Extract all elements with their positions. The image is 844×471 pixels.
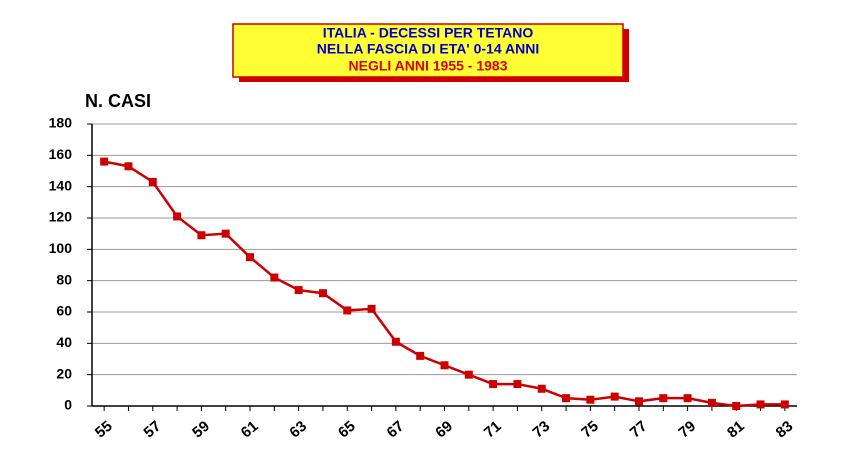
point-marker	[732, 402, 741, 410]
y-tick-label: 40	[56, 334, 72, 350]
y-tick-label: 140	[49, 177, 73, 193]
point-marker	[294, 286, 303, 295]
title-box	[232, 23, 624, 78]
x-tick-label: 55	[92, 418, 116, 442]
point-marker	[610, 392, 619, 401]
y-tick-label: 0	[64, 397, 72, 413]
point-marker	[707, 398, 716, 407]
x-tick-label: 73	[530, 418, 554, 442]
point-marker	[586, 395, 595, 404]
point-marker	[100, 157, 109, 166]
point-marker	[489, 380, 498, 389]
data-line	[103, 160, 785, 408]
x-tick-label: 69	[432, 418, 456, 442]
point-marker	[464, 370, 473, 379]
y-axis-label: N. CASI	[85, 91, 151, 111]
point-marker	[416, 351, 425, 360]
y-tick-label: 20	[56, 365, 72, 381]
y-tick-label: 60	[56, 303, 72, 319]
y-tick-label: 180	[49, 115, 73, 131]
point-marker	[440, 361, 449, 370]
point-marker	[148, 177, 157, 186]
point-marker	[562, 394, 571, 403]
x-tick-label: 77	[627, 418, 651, 442]
point-marker	[270, 273, 279, 282]
x-tick-label: 67	[384, 418, 408, 442]
point-marker	[537, 384, 546, 393]
point-marker	[683, 394, 692, 403]
x-tick-label: 57	[141, 418, 165, 442]
point-marker	[634, 397, 643, 406]
point-marker	[221, 229, 230, 238]
y-tick-label: 120	[49, 209, 73, 225]
point-marker	[391, 337, 400, 346]
x-tick-label: 79	[675, 418, 699, 442]
x-tick-label: 65	[335, 418, 359, 442]
point-marker	[124, 162, 133, 171]
point-marker	[756, 400, 765, 409]
y-tick-label: 160	[49, 146, 73, 162]
point-marker	[318, 289, 327, 298]
x-tick-label: 83	[773, 418, 797, 442]
point-marker	[343, 306, 352, 315]
y-tick-label: 100	[49, 240, 73, 256]
x-tick-label: 71	[481, 418, 505, 442]
point-marker	[780, 400, 789, 409]
x-tick-label: 75	[578, 418, 602, 442]
title-line: ITALIA - DECESSI PER TETANO	[323, 25, 534, 41]
point-marker	[246, 253, 255, 262]
title-line: NEGLI ANNI 1955 - 1983	[349, 58, 508, 74]
y-tick-label: 80	[56, 271, 72, 287]
x-tick-label: 61	[238, 418, 262, 442]
point-marker	[367, 304, 376, 313]
x-tick-label: 81	[724, 418, 748, 442]
point-marker	[197, 231, 206, 240]
title-line: NELLA FASCIA DI ETA' 0-14 ANNI	[317, 41, 539, 57]
x-tick-label: 59	[189, 418, 213, 442]
x-tick-label: 63	[286, 418, 310, 442]
point-marker	[513, 380, 522, 389]
point-marker	[173, 212, 182, 221]
point-marker	[659, 394, 668, 403]
